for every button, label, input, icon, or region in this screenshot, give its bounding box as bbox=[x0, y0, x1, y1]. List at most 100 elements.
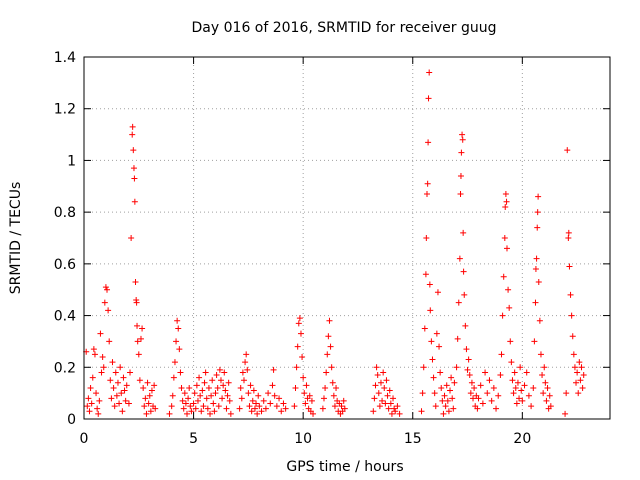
data-point bbox=[532, 299, 539, 306]
x-tick-label: 15 bbox=[404, 431, 422, 447]
data-point bbox=[113, 392, 120, 399]
data-point bbox=[457, 172, 464, 179]
data-point bbox=[468, 379, 475, 386]
y-tick-label: 1.4 bbox=[54, 50, 76, 66]
data-point bbox=[248, 408, 255, 415]
data-point bbox=[453, 364, 460, 371]
data-point bbox=[528, 403, 535, 410]
data-point bbox=[225, 379, 232, 386]
data-point bbox=[301, 390, 308, 397]
data-point bbox=[178, 384, 185, 391]
data-point bbox=[499, 312, 506, 319]
data-point bbox=[434, 289, 441, 296]
data-point bbox=[530, 384, 537, 391]
data-point bbox=[436, 343, 443, 350]
data-point bbox=[541, 364, 548, 371]
data-point bbox=[187, 403, 194, 410]
data-point bbox=[166, 410, 173, 417]
data-point bbox=[185, 395, 192, 402]
data-point bbox=[418, 408, 425, 415]
data-point bbox=[246, 403, 253, 410]
data-point bbox=[508, 359, 515, 366]
data-point bbox=[294, 343, 301, 350]
data-point bbox=[454, 335, 461, 342]
data-point bbox=[461, 291, 468, 298]
data-point bbox=[577, 377, 584, 384]
data-point bbox=[96, 397, 103, 404]
y-tick-label: 0.6 bbox=[54, 257, 76, 273]
data-point bbox=[437, 369, 444, 376]
data-point bbox=[380, 369, 387, 376]
data-point bbox=[420, 364, 427, 371]
gridlines bbox=[84, 57, 610, 419]
data-point bbox=[387, 400, 394, 407]
data-point bbox=[490, 384, 497, 391]
data-point bbox=[111, 403, 118, 410]
data-point bbox=[204, 405, 211, 412]
data-point bbox=[460, 268, 467, 275]
data-point bbox=[438, 384, 445, 391]
data-point bbox=[219, 395, 226, 402]
data-point bbox=[249, 397, 256, 404]
data-point bbox=[370, 408, 377, 415]
data-point bbox=[152, 405, 159, 412]
data-point bbox=[86, 408, 93, 415]
data-point bbox=[142, 395, 149, 402]
data-point bbox=[212, 390, 219, 397]
data-point bbox=[106, 338, 113, 345]
data-point bbox=[376, 403, 383, 410]
data-point bbox=[125, 400, 132, 407]
data-point bbox=[576, 359, 583, 366]
data-point bbox=[296, 315, 303, 322]
data-point bbox=[425, 139, 432, 146]
data-point bbox=[177, 369, 184, 376]
y-axis-label: SRMTID / TECUs bbox=[8, 182, 24, 295]
data-point bbox=[242, 359, 249, 366]
data-point bbox=[210, 400, 217, 407]
data-point bbox=[238, 395, 245, 402]
data-point bbox=[102, 284, 109, 291]
x-tick-label: 0 bbox=[80, 431, 89, 447]
data-point bbox=[463, 346, 470, 353]
data-point bbox=[373, 364, 380, 371]
data-point bbox=[426, 281, 433, 288]
data-point bbox=[270, 366, 277, 373]
data-point bbox=[440, 410, 447, 417]
data-point bbox=[271, 392, 278, 399]
data-point bbox=[500, 273, 507, 280]
data-point bbox=[506, 304, 513, 311]
data-point bbox=[450, 405, 457, 412]
data-point bbox=[534, 224, 541, 231]
data-point bbox=[137, 335, 144, 342]
data-point bbox=[132, 278, 139, 285]
data-point bbox=[260, 397, 267, 404]
x-tick-label: 5 bbox=[189, 431, 198, 447]
data-point bbox=[104, 286, 111, 293]
data-point bbox=[181, 390, 188, 397]
data-point bbox=[136, 377, 143, 384]
y-tick-label: 1.2 bbox=[54, 102, 76, 118]
data-point bbox=[375, 390, 382, 397]
data-point bbox=[510, 390, 517, 397]
data-point bbox=[382, 400, 389, 407]
data-point bbox=[299, 353, 306, 360]
data-point bbox=[216, 366, 223, 373]
data-point bbox=[208, 392, 215, 399]
data-point bbox=[295, 320, 302, 327]
data-point bbox=[197, 392, 204, 399]
data-point bbox=[422, 271, 429, 278]
data-point bbox=[447, 387, 454, 394]
data-point bbox=[507, 338, 514, 345]
data-point bbox=[105, 307, 112, 314]
data-point bbox=[292, 384, 299, 391]
data-point bbox=[95, 410, 102, 417]
data-point bbox=[575, 390, 582, 397]
data-point bbox=[427, 307, 434, 314]
data-point bbox=[134, 322, 141, 329]
data-point bbox=[168, 403, 175, 410]
data-point bbox=[323, 369, 330, 376]
data-point bbox=[256, 403, 263, 410]
data-point bbox=[278, 408, 285, 415]
data-point bbox=[205, 384, 212, 391]
data-point bbox=[439, 397, 446, 404]
